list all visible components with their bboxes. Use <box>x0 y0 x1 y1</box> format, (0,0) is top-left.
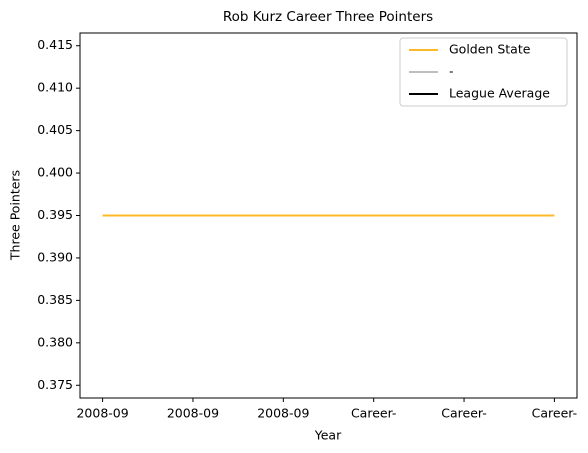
legend-label: Golden State <box>449 42 531 57</box>
y-tick-label: 0.410 <box>37 80 73 95</box>
y-tick-label: 0.415 <box>37 37 73 52</box>
x-tick-label: 2008-09 <box>257 406 309 421</box>
x-axis-label: Year <box>314 428 342 443</box>
legend-label: - <box>449 64 454 79</box>
y-tick-label: 0.405 <box>37 122 73 137</box>
x-tick-label: 2008-09 <box>76 406 128 421</box>
y-tick-label: 0.400 <box>37 165 73 180</box>
plot-frame <box>79 32 578 399</box>
legend-label: League Average <box>449 86 550 101</box>
y-axis-label: Three Pointers <box>8 170 23 261</box>
x-tick-label: 2008-09 <box>167 406 219 421</box>
x-tick-label: Career- <box>351 406 396 421</box>
y-tick-label: 0.385 <box>37 292 73 307</box>
y-tick-label: 0.375 <box>37 377 73 392</box>
y-tick-label: 0.390 <box>37 249 73 264</box>
y-tick-label: 0.380 <box>37 334 73 349</box>
x-tick-label: Career- <box>532 406 577 421</box>
y-tick-label: 0.395 <box>37 207 73 222</box>
legend-box <box>399 37 568 107</box>
x-tick-label: Career- <box>441 406 486 421</box>
chart-title: Rob Kurz Career Three Pointers <box>223 9 433 25</box>
